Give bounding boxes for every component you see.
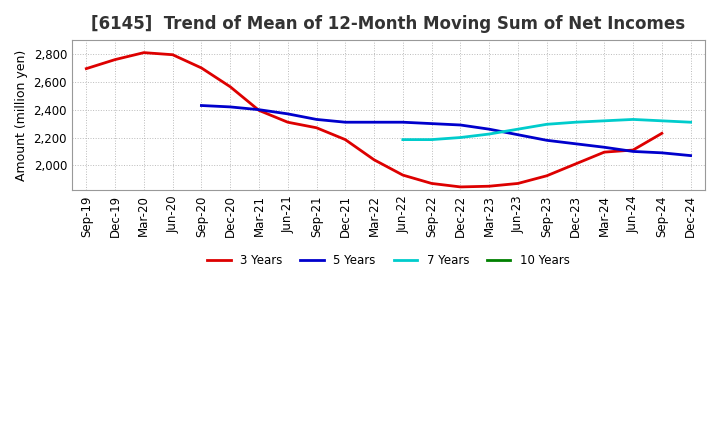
Title: [6145]  Trend of Mean of 12-Month Moving Sum of Net Incomes: [6145] Trend of Mean of 12-Month Moving …	[91, 15, 685, 33]
Y-axis label: Amount (million yen): Amount (million yen)	[15, 50, 28, 181]
Legend: 3 Years, 5 Years, 7 Years, 10 Years: 3 Years, 5 Years, 7 Years, 10 Years	[202, 249, 575, 271]
